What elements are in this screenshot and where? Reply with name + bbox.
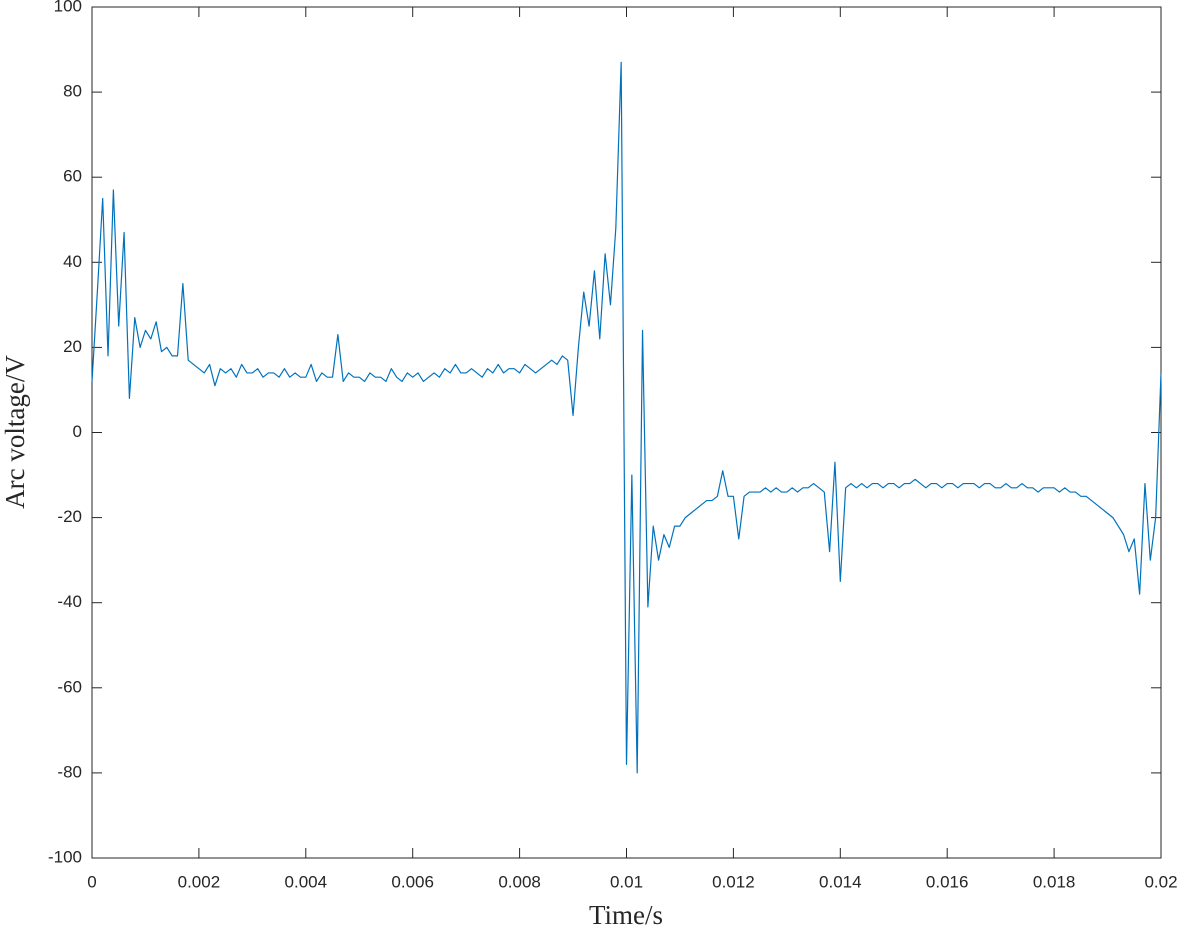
y-tick-label: -60 bbox=[57, 677, 82, 696]
x-tick-label: 0 bbox=[87, 872, 96, 891]
x-tick-label: 0.004 bbox=[285, 872, 328, 891]
x-axis-label: Time/s bbox=[589, 900, 663, 929]
x-tick-label: 0.006 bbox=[391, 872, 434, 891]
y-tick-label: -20 bbox=[57, 507, 82, 526]
y-tick-label: 0 bbox=[73, 422, 82, 441]
y-tick-label: 60 bbox=[63, 167, 82, 186]
y-tick-label: 40 bbox=[63, 252, 82, 271]
y-tick-label: 80 bbox=[63, 82, 82, 101]
x-tick-label: 0.014 bbox=[819, 872, 862, 891]
y-axis-label: Arc voltage/V bbox=[0, 355, 30, 509]
y-tick-label: -100 bbox=[48, 847, 82, 866]
x-tick-label: 0.018 bbox=[1033, 872, 1076, 891]
x-tick-label: 0.016 bbox=[926, 872, 969, 891]
y-tick-label: 100 bbox=[54, 0, 82, 15]
x-tick-label: 0.002 bbox=[178, 872, 221, 891]
y-tick-label: 20 bbox=[63, 337, 82, 356]
x-tick-label: 0.008 bbox=[498, 872, 541, 891]
data-line bbox=[91, 61, 1162, 774]
y-tick-label: -80 bbox=[57, 762, 82, 781]
x-tick-label: 0.02 bbox=[1144, 872, 1177, 891]
x-tick-label: 0.012 bbox=[712, 872, 755, 891]
x-tick-label: 0.01 bbox=[610, 872, 643, 891]
y-tick-label: -40 bbox=[57, 592, 82, 611]
